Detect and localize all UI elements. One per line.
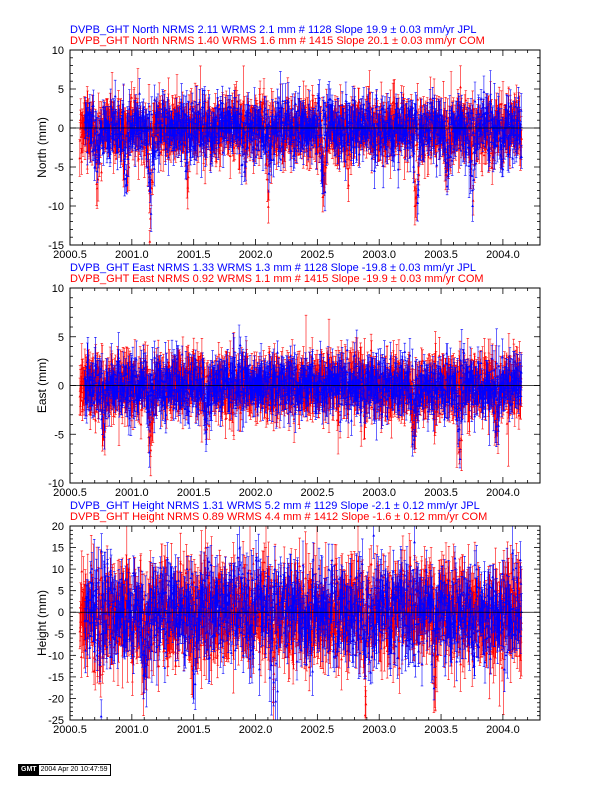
y-tick-label: 15 — [52, 543, 64, 555]
y-tick-label: -10 — [48, 201, 64, 213]
y-tick-label: 0 — [58, 607, 64, 619]
x-tick-label: 2002.5 — [301, 487, 335, 499]
x-tick-label: 2002.0 — [239, 724, 273, 736]
x-tick-label: 2003.0 — [362, 487, 396, 499]
y-tick-label: 5 — [58, 332, 64, 344]
series-north-jpl — [83, 70, 523, 232]
x-tick-label: 2003.5 — [424, 487, 458, 499]
header-height-jpl: DVPB_GHT Height NRMS 1.31 WRMS 5.2 mm # … — [70, 500, 480, 512]
x-tick-label: 2003.0 — [362, 249, 396, 261]
header-east-com: DVPB_GHT East NRMS 0.92 WRMS 1.1 mm # 14… — [70, 273, 484, 285]
y-tick-label: -15 — [48, 672, 64, 684]
x-tick-label: 2004.0 — [486, 249, 520, 261]
y-axis-label-height: Height (mm) — [35, 590, 49, 656]
y-tick-label: 0 — [58, 381, 64, 393]
y-tick-label: -20 — [48, 693, 64, 705]
y-tick-label: -5 — [54, 629, 64, 641]
y-tick-label: 10 — [52, 283, 64, 295]
x-tick-label: 2002.5 — [301, 249, 335, 261]
y-tick-label: -5 — [54, 162, 64, 174]
y-tick-label: -10 — [48, 478, 64, 490]
panel-height: DVPB_GHT Height NRMS 1.31 WRMS 5.2 mm # … — [35, 500, 541, 736]
y-tick-label: -15 — [48, 240, 64, 252]
panel-east: DVPB_GHT East NRMS 1.33 WRMS 1.3 mm # 11… — [35, 262, 541, 499]
data-north — [78, 65, 524, 245]
header-height-com: DVPB_GHT Height NRMS 0.89 WRMS 4.4 mm # … — [70, 511, 487, 523]
header-east-jpl: DVPB_GHT East NRMS 1.33 WRMS 1.3 mm # 11… — [70, 262, 476, 274]
x-tick-label: 2001.5 — [177, 487, 211, 499]
x-tick-label: 2002.0 — [239, 249, 273, 261]
gmt-timestamp-stamp: GMT 2004 Apr 20 10:47:59 — [18, 764, 111, 776]
data-east — [78, 314, 523, 477]
x-tick-label: 2000.5 — [53, 487, 87, 499]
plot-timestamp: 2004 Apr 20 10:47:59 — [40, 766, 108, 773]
y-tick-label: 10 — [52, 564, 64, 576]
y-axis-label-east: East (mm) — [35, 358, 49, 413]
x-tick-label: 2003.5 — [424, 249, 458, 261]
x-tick-label: 2002.0 — [239, 487, 273, 499]
x-tick-label: 2001.0 — [115, 724, 149, 736]
x-tick-label: 2001.5 — [177, 724, 211, 736]
y-axis-label-north: North (mm) — [35, 117, 49, 178]
x-tick-label: 2001.0 — [115, 249, 149, 261]
x-tick-label: 2000.5 — [53, 724, 87, 736]
header-north-jpl: DVPB_GHT North NRMS 2.11 WRMS 2.1 mm # 1… — [70, 24, 476, 36]
y-tick-label: -5 — [54, 429, 64, 441]
data-height — [78, 526, 523, 720]
x-tick-label: 2004.0 — [486, 724, 520, 736]
y-tick-label: 5 — [58, 84, 64, 96]
data-points-north-jpl — [83, 90, 523, 215]
y-tick-label: 0 — [58, 123, 64, 135]
x-tick-label: 2001.0 — [115, 487, 149, 499]
y-tick-label: -10 — [48, 650, 64, 662]
x-tick-label: 2003.5 — [424, 724, 458, 736]
y-tick-label: 10 — [52, 45, 64, 57]
header-north-com: DVPB_GHT North NRMS 1.40 WRMS 1.6 mm # 1… — [70, 35, 485, 47]
y-tick-label: 5 — [58, 586, 64, 598]
x-tick-label: 2001.5 — [177, 249, 211, 261]
x-tick-label: 2003.0 — [362, 724, 396, 736]
gmt-logo: GMT — [19, 765, 39, 775]
x-tick-label: 2004.0 — [486, 487, 520, 499]
x-tick-label: 2002.5 — [301, 724, 335, 736]
y-tick-label: -25 — [48, 715, 64, 727]
panel-north: DVPB_GHT North NRMS 2.11 WRMS 2.1 mm # 1… — [35, 24, 541, 261]
y-tick-label: 20 — [52, 521, 64, 533]
series-east-jpl — [83, 324, 523, 469]
x-tick-label: 2000.5 — [53, 249, 87, 261]
